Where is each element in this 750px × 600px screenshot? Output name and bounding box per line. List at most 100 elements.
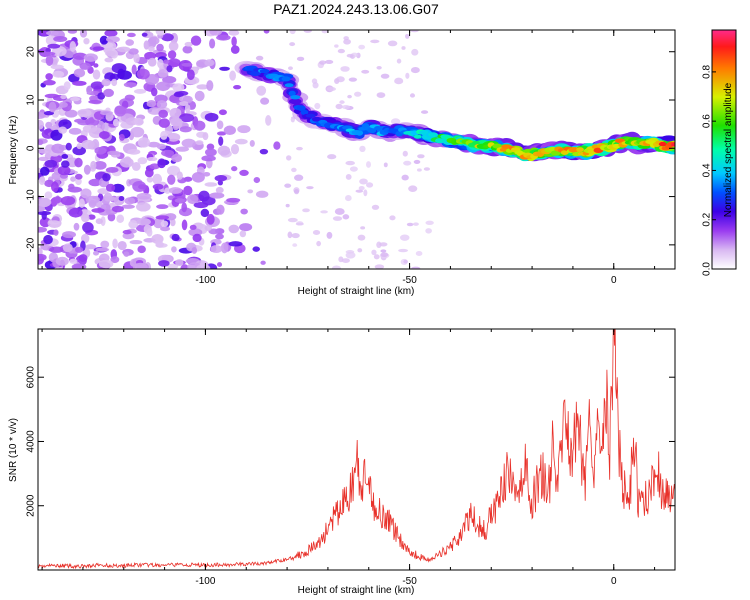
noise-cell [342,214,350,220]
noise-cell [341,105,351,110]
noise-cell [90,160,97,170]
noise-cell [167,174,176,185]
noise-cell [365,182,374,188]
spectrogram-frame [37,29,676,270]
chart-title: PAZ1.2024.243.13.06.G07 [273,1,439,17]
noise-cell [156,81,171,92]
noise-cell [157,158,166,169]
noise-cell [46,30,59,36]
snr-x-ticks: -100 -50 0 [41,329,656,587]
noise-cell [148,46,155,52]
noise-cell [376,66,382,70]
noise-cell [233,84,242,90]
noise-cell [293,188,300,195]
noise-cell [193,202,209,209]
noise-cell [138,184,147,190]
noise-cell [345,195,352,202]
noise-cell [169,117,183,127]
noise-cell [184,104,191,113]
noise-cell [163,59,170,64]
noise-cell [217,145,231,156]
noise-cell [63,81,71,91]
noise-cell [69,258,78,264]
noise-cell [49,246,64,253]
noise-cell [38,119,44,130]
noise-cell [60,94,67,100]
spectrogram-x-ticks: -100 -50 0 [41,30,656,286]
noise-cell [118,196,125,202]
spectrogram-x-tick-label: 0 [611,275,617,286]
noise-cell [405,72,410,79]
noise-cell [202,132,209,141]
noise-cell [306,186,314,190]
noise-cell [263,30,270,34]
spectrogram-y-tick-label: 0 [26,145,37,151]
noise-cell [355,189,364,193]
noise-cell [380,249,387,253]
noise-cell [403,259,408,264]
noise-cell [226,197,241,203]
noise-cell [129,239,143,245]
noise-cell [158,109,169,119]
noise-cell [101,78,111,87]
noise-cell [52,70,65,78]
noise-cell [103,88,114,98]
noise-cell [209,30,223,36]
noise-cell [216,120,224,130]
noise-cell [253,176,261,184]
spectrogram-cells [38,30,675,269]
noise-cell [72,146,86,156]
colorbar-tick-label: 0.6 [702,114,713,128]
signal-cell [296,105,306,111]
noise-cell [78,198,85,208]
noise-cell [166,65,173,73]
noise-cell [285,203,290,208]
noise-cell [216,262,223,268]
noise-cell [104,30,118,37]
noise-cell [82,124,98,133]
noise-cell [148,36,160,45]
noise-cell [284,183,292,188]
noise-cell [287,217,298,223]
noise-cell [171,246,177,253]
signal-cell [367,127,377,134]
noise-cell [288,66,293,71]
noise-cell [116,214,125,224]
spectrogram-y-tick-label: 20 [26,46,37,58]
noise-cell [81,139,95,150]
noise-cell [189,224,197,230]
noise-cell [144,168,154,178]
noise-cell [133,262,148,269]
noise-cell [62,231,76,239]
noise-cell [220,242,229,254]
noise-cell [168,187,183,194]
noise-cell [174,198,186,203]
noise-cell [289,42,296,47]
noise-cell [51,46,67,57]
noise-cell [53,36,68,42]
noise-cell [137,245,146,254]
noise-cell [410,66,420,74]
noise-cell [83,37,90,45]
noise-cell [205,148,217,157]
noise-cell [401,174,409,181]
noise-cell [413,159,421,164]
noise-cell [57,165,71,176]
noise-cell [394,77,404,85]
noise-cell [111,78,118,87]
noise-cell [366,161,372,168]
signal-cell [288,98,302,105]
noise-cell [134,117,144,126]
signal-cell [671,142,675,147]
noise-cell [137,157,148,165]
noise-cell [121,204,135,209]
noise-cell [38,139,44,146]
noise-cell [105,183,116,192]
noise-cell [55,256,69,266]
signal-cell [305,113,316,118]
signal-cell [550,150,561,156]
snr-panel: -100 -50 0 2000 4000 6000 Height of straight… [8,328,676,596]
noise-cell [228,241,243,247]
spectrogram-x-tick-label: -100 [195,275,215,286]
noise-cell [116,46,131,53]
